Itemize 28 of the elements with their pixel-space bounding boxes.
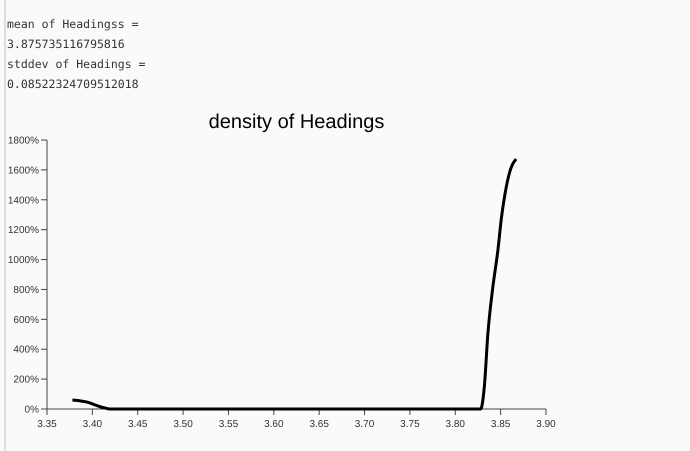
y-tick-label: 600% — [13, 314, 40, 326]
x-tick-label: 3.60 — [264, 419, 284, 430]
x-tick-label: 3.35 — [37, 419, 58, 430]
x-tick-label: 3.90 — [536, 419, 556, 430]
text: 0.08522324709512018 — [7, 77, 139, 91]
y-tick-label: 1200% — [8, 225, 40, 236]
y-tick-label: 1400% — [8, 195, 40, 206]
x-tick-label: 3.75 — [400, 419, 420, 430]
y-tick-label: 800% — [13, 284, 40, 296]
y-tick-label: 1000% — [8, 255, 40, 266]
x-tick-label: 3.70 — [354, 419, 375, 430]
text: 3.875735116795816 — [7, 37, 125, 51]
y-tick-label: 1600% — [8, 165, 40, 176]
y-tick-label: 200% — [13, 374, 40, 386]
x-tick-label: 3.40 — [82, 419, 103, 430]
x-tick-label: 3.65 — [309, 419, 330, 430]
y-tick-label: 0% — [24, 404, 40, 416]
x-tick-label: 3.50 — [173, 419, 194, 430]
text: stddev of Headings = — [7, 57, 146, 71]
x-tick-label: 3.85 — [490, 419, 511, 430]
y-tick-label: 400% — [13, 344, 40, 356]
line-series — [70, 157, 518, 410]
x-tick-label: 3.45 — [128, 419, 148, 430]
x-tick-label: 3.55 — [218, 419, 239, 430]
chart-title: density of Headings — [208, 111, 384, 133]
y-tick-label: 1800% — [8, 136, 40, 146]
text: mean of Headingss = — [7, 17, 139, 31]
x-tick-label: 3.80 — [446, 419, 466, 430]
